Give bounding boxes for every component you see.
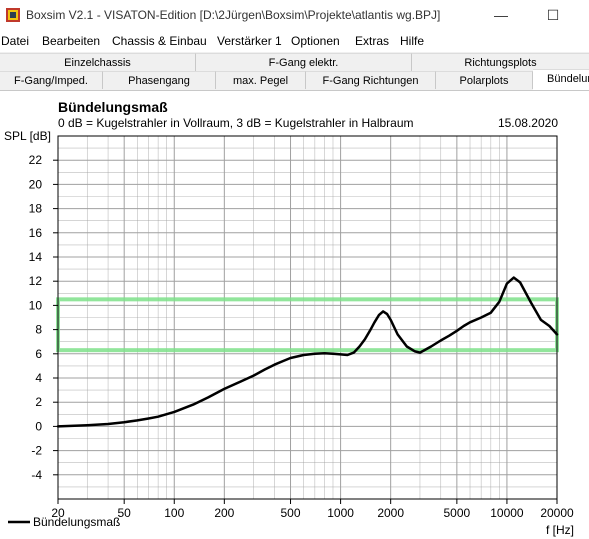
tab-buendelungsmass[interactable]: Bündelun	[533, 69, 589, 90]
tab-f-gang-elektr[interactable]: F-Gang elektr.	[196, 53, 412, 71]
y-tick-label: 4	[35, 371, 42, 385]
tab-einzelchassis[interactable]: Einzelchassis	[0, 53, 196, 71]
x-tick-label: 2000	[377, 506, 404, 520]
y-tick-label: 18	[29, 202, 43, 216]
maximize-button[interactable]: ☐	[546, 7, 560, 23]
x-tick-label: 20000	[540, 506, 574, 520]
y-tick-label: 6	[35, 347, 42, 361]
x-tick-label: 20	[51, 506, 65, 520]
tab-richtungsplots[interactable]: Richtungsplots	[412, 53, 589, 71]
app-icon	[6, 8, 20, 22]
plot-frame	[57, 135, 558, 500]
tab-f-gang-imped[interactable]: F-Gang/Imped.	[0, 71, 103, 89]
menu-hilfe[interactable]: Hilfe	[400, 34, 425, 48]
x-tick-label: 1000	[327, 506, 354, 520]
tab-phasengang[interactable]: Phasengang	[103, 71, 216, 89]
chart-title: Bündelungsmaß	[58, 99, 168, 115]
chart-date: 15.08.2020	[497, 116, 558, 130]
menu-bar: Datei Bearbeiten Chassis & Einbau Verstä…	[0, 30, 589, 52]
menu-chassis-einbau[interactable]: Chassis & Einbau	[112, 34, 207, 48]
y-tick-label: -2	[31, 444, 42, 458]
y-tick-label: 20	[29, 177, 43, 191]
y-tick-label: -4	[31, 468, 42, 482]
minimize-button[interactable]: —	[494, 7, 508, 23]
y-tick-label: 2	[35, 395, 42, 409]
plot-area: Bündelungsmaß 0 dB = Kugelstrahler in Vo…	[0, 91, 589, 539]
tab-polarplots[interactable]: Polarplots	[436, 71, 533, 89]
menu-optionen[interactable]: Optionen	[291, 34, 340, 48]
x-axis-label: f [Hz]	[546, 523, 574, 537]
y-tick-label: 0	[35, 419, 42, 433]
y-tick-label: 14	[29, 250, 43, 264]
x-tick-label: 100	[164, 506, 184, 520]
x-tick-label: 50	[118, 506, 132, 520]
legend-label: Bündelungsmaß	[33, 515, 120, 529]
series-line-0	[56, 276, 559, 428]
y-axis-label: SPL [dB]	[4, 129, 51, 143]
y-tick-label: 22	[29, 153, 43, 167]
y-tick-label: 10	[29, 298, 43, 312]
menu-bearbeiten[interactable]: Bearbeiten	[42, 34, 101, 48]
y-tick-label: 12	[29, 274, 43, 288]
window-title: Boxsim V2.1 - VISATON-Edition [D:\2Jürge…	[26, 8, 441, 22]
x-tick-label: 10000	[490, 506, 524, 520]
directivity-chart: -4 -2 0 2 4 6 8 10 12 14 16 18 20 22 SPL [dB] 20 50 100 20…	[4, 129, 574, 537]
menu-verstaerker[interactable]: Verstärker 1	[217, 34, 282, 48]
x-tick-label: 200	[214, 506, 234, 520]
menu-datei[interactable]: Datei	[1, 34, 30, 48]
y-tick-label: 16	[29, 226, 43, 240]
y-tick-label: 8	[35, 323, 42, 337]
x-tick-label: 500	[281, 506, 301, 520]
tab-strip: Einzelchassis F-Gang elektr. Richtungspl…	[0, 52, 589, 91]
tab-max-pegel[interactable]: max. Pegel	[216, 71, 306, 89]
menu-extras[interactable]: Extras	[355, 34, 390, 48]
x-tick-label: 5000	[444, 506, 471, 520]
tolerance-band	[56, 297, 559, 353]
tab-f-gang-richtungen[interactable]: F-Gang Richtungen	[306, 71, 436, 89]
chart-subtitle: 0 dB = Kugelstrahler in Vollraum, 3 dB =…	[58, 116, 414, 130]
title-bar: Boxsim V2.1 - VISATON-Edition [D:\2Jürge…	[0, 0, 589, 30]
